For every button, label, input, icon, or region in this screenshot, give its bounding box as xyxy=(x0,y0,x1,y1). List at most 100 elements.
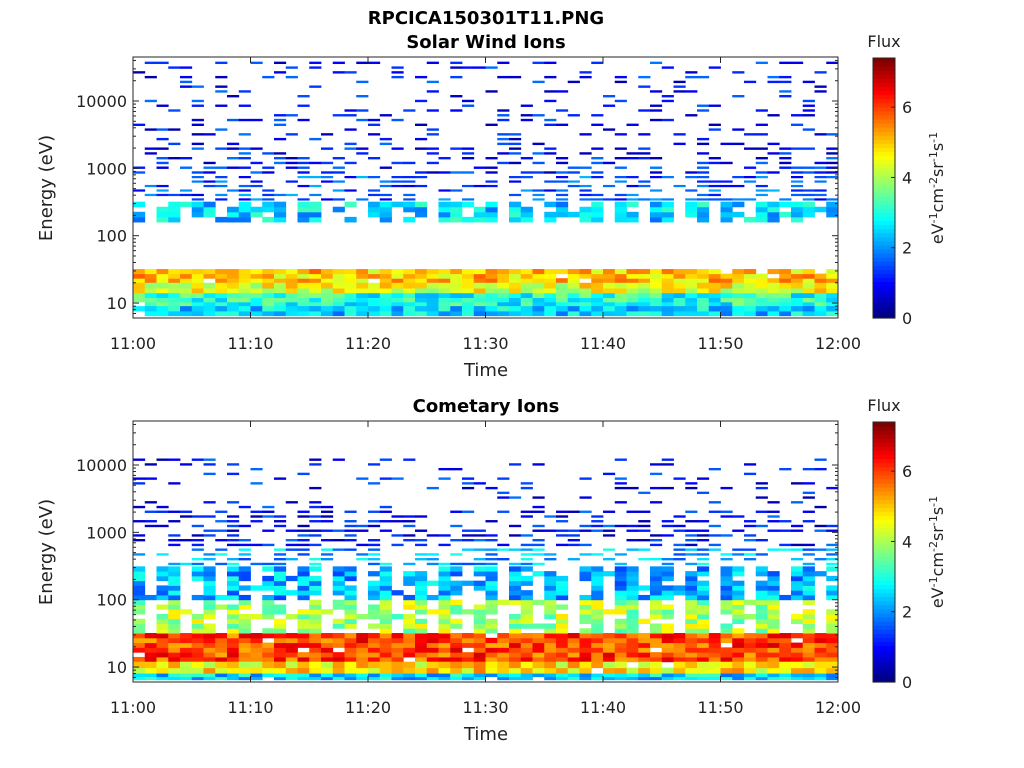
x-ticks-solar-wind: 11:00 11:10 11:20 11:30 11:40 11:50 12:00 xyxy=(110,57,861,353)
heatmap-cell xyxy=(191,171,204,174)
heatmap-cell xyxy=(450,95,463,98)
heatmap-cell xyxy=(732,585,745,591)
heatmap-cell xyxy=(250,147,263,150)
heatmap-cell xyxy=(673,301,686,307)
heatmap-cell xyxy=(450,211,463,218)
heatmap-cell xyxy=(344,293,357,299)
heatmap-cell xyxy=(685,175,698,179)
heatmap-cell xyxy=(391,278,404,284)
heatmap-cell xyxy=(262,189,275,192)
heatmap-cell xyxy=(509,216,522,223)
heatmap-cell xyxy=(497,676,510,681)
heatmap-cell xyxy=(826,673,839,678)
heatmap-cell xyxy=(661,310,674,317)
heatmap-cell xyxy=(344,548,357,551)
heatmap-cell xyxy=(321,515,334,518)
heatmap-cell xyxy=(520,486,533,490)
heatmap-cell xyxy=(755,667,768,675)
heatmap-cell xyxy=(415,652,428,658)
heatmap-cell xyxy=(215,652,228,658)
heatmap-cell xyxy=(673,667,686,675)
heatmap-cell xyxy=(133,590,146,596)
heatmap-cell xyxy=(485,562,498,566)
heatmap-cell xyxy=(438,667,451,675)
heatmap-cell xyxy=(826,656,839,663)
heatmap-cell xyxy=(156,628,169,634)
heatmap-cell xyxy=(262,297,275,303)
heatmap-cell xyxy=(203,580,216,586)
heatmap-cell xyxy=(814,301,827,307)
heatmap-cell xyxy=(626,198,639,201)
heatmap-cell xyxy=(638,180,651,183)
heatmap-cell xyxy=(779,548,792,551)
heatmap-cell xyxy=(473,652,486,658)
heatmap-cell xyxy=(802,278,815,284)
heatmap-cell xyxy=(285,75,298,79)
heatmap-cell xyxy=(544,293,557,299)
heatmap-cell xyxy=(168,571,181,577)
heatmap-cell xyxy=(791,184,804,188)
heatmap-cell xyxy=(826,613,839,620)
heatmap-cell xyxy=(591,293,604,299)
heatmap-cell xyxy=(379,628,392,634)
heatmap-cell xyxy=(144,273,157,279)
heatmap-cell xyxy=(144,637,157,644)
y-tick-label: 10000 xyxy=(76,456,127,475)
heatmap-cell xyxy=(708,273,721,279)
heatmap-cell xyxy=(497,652,510,658)
heatmap-cell xyxy=(227,501,240,504)
heatmap-cell xyxy=(262,198,275,201)
heatmap-cell xyxy=(497,288,510,294)
heatmap-cell xyxy=(544,585,557,591)
heatmap-cell xyxy=(567,166,580,169)
heatmap-cell xyxy=(579,175,592,179)
heatmap-cell xyxy=(285,269,298,275)
heatmap-cell xyxy=(532,652,545,658)
heatmap-cell xyxy=(826,676,839,681)
colorbar-step xyxy=(873,220,895,226)
heatmap-cell xyxy=(332,273,345,279)
heatmap-cell xyxy=(755,306,768,312)
heatmap-cell xyxy=(638,288,651,294)
heatmap-cell xyxy=(814,171,827,174)
heatmap-cell xyxy=(544,301,557,307)
heatmap-cell xyxy=(802,310,815,317)
colorbar-step xyxy=(873,265,895,270)
heatmap-cell xyxy=(744,642,757,648)
heatmap-cell xyxy=(403,193,416,197)
heatmap-cell xyxy=(626,637,639,644)
heatmap-cell xyxy=(673,306,686,312)
heatmap-cell xyxy=(262,543,275,547)
heatmap-cell xyxy=(462,306,475,312)
heatmap-cell xyxy=(744,293,757,299)
colorbar-step xyxy=(873,192,895,197)
heatmap-cell xyxy=(285,656,298,663)
heatmap-cell xyxy=(591,282,604,289)
heatmap-cell xyxy=(297,206,310,213)
heatmap-cell xyxy=(697,198,710,201)
heatmap-cell xyxy=(485,171,498,174)
colorbar-step xyxy=(873,588,895,594)
heatmap-cell xyxy=(744,661,757,669)
heatmap-cell xyxy=(215,310,228,317)
heatmap-cell xyxy=(168,613,181,620)
heatmap-cell xyxy=(802,104,815,107)
heatmap-cell xyxy=(309,85,322,88)
heatmap-cell xyxy=(309,562,322,566)
heatmap-cell xyxy=(673,273,686,279)
heatmap-cell xyxy=(250,269,263,275)
heatmap-cell xyxy=(744,463,757,466)
heatmap-cell xyxy=(520,206,533,213)
heatmap-cell xyxy=(227,216,240,223)
heatmap-cell xyxy=(755,293,768,299)
heatmap-cell xyxy=(462,269,475,275)
heatmap-cell xyxy=(685,282,698,289)
heatmap-cell xyxy=(309,609,322,615)
heatmap-cell xyxy=(156,585,169,591)
colorbar-step xyxy=(873,171,895,177)
heatmap-cell xyxy=(426,171,439,174)
heatmap-cell xyxy=(720,288,733,294)
heatmap-cell xyxy=(744,599,757,605)
heatmap-cell xyxy=(732,198,745,201)
